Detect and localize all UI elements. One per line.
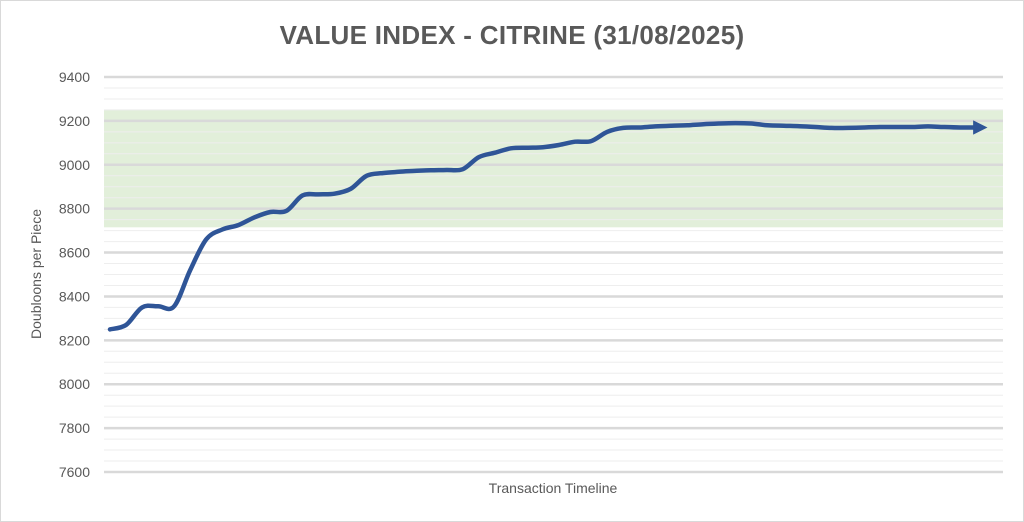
y-tick-label: 7800 [59,420,90,436]
y-tick-label: 8600 [59,245,90,261]
y-tick-label: 7600 [59,464,90,480]
x-axis-title: Transaction Timeline [489,480,618,496]
y-axis-title: Doubloons per Piece [28,209,44,339]
y-tick-label: 8800 [59,201,90,217]
series-line [107,120,988,332]
y-tick-label: 9400 [59,69,90,85]
chart-title: VALUE INDEX - CITRINE (31/08/2025) [279,20,745,50]
series-layer [107,120,988,332]
major-gridlines [104,75,1003,474]
y-tick-label: 9000 [59,157,90,173]
y-tick-label: 8400 [59,288,90,304]
y-tick-label: 8200 [59,332,90,348]
y-tick-label: 9200 [59,113,90,129]
minor-gridlines [104,87,1003,462]
y-axis-ticks: 7600 7800 8000 8200 8400 8600 8800 9000 9200 9400 [59,69,90,480]
y-tick-label: 8000 [59,376,90,392]
